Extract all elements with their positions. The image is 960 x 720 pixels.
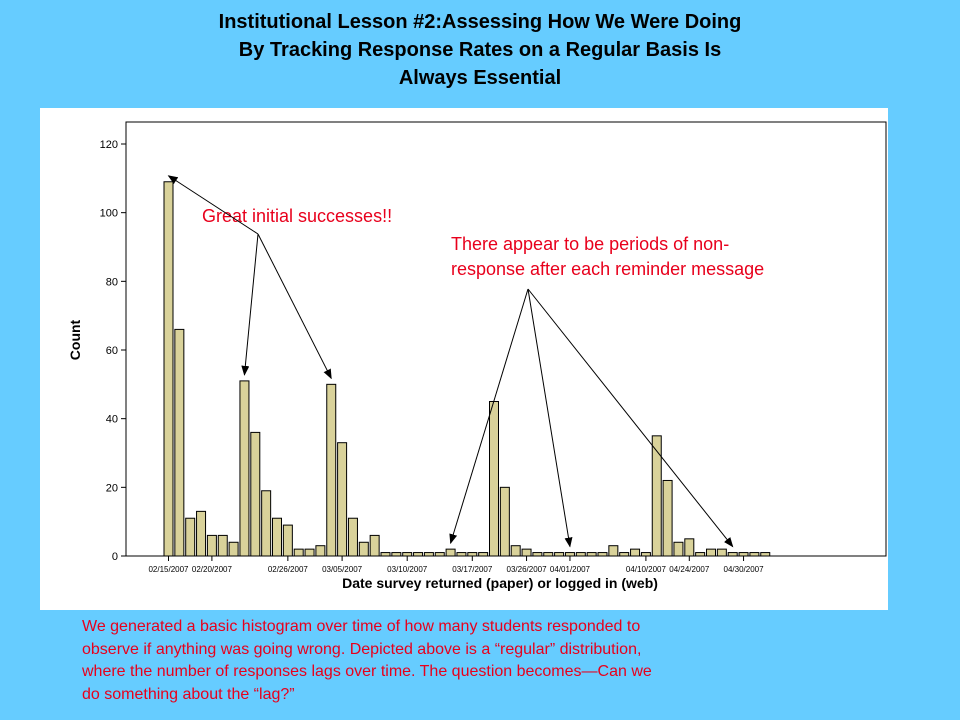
histogram-bar	[510, 545, 521, 557]
histogram-bar	[695, 552, 706, 557]
histogram-bar	[489, 401, 499, 557]
caption-line-4: do something about the “lag?”	[82, 685, 295, 703]
x-tick-label: 03/05/2007	[322, 565, 363, 574]
x-tick-label: 02/26/2007	[268, 565, 309, 574]
x-tick-label: 04/30/2007	[724, 565, 765, 574]
annotation-text: There appear to be periods of non-	[451, 234, 729, 254]
histogram-bar	[185, 517, 196, 557]
caption-line-1: We generated a basic histogram over time…	[82, 618, 641, 635]
histogram-bar	[337, 442, 348, 557]
histogram-bar	[716, 548, 727, 557]
title-line-1: Institutional Lesson #2:Assessing How We…	[218, 11, 742, 33]
histogram-bar	[228, 541, 239, 557]
histogram-bar	[597, 552, 608, 557]
histogram-bar	[727, 552, 738, 557]
y-tick-label: 80	[106, 276, 118, 288]
x-axis-label: Date survey returned (paper) or logged i…	[342, 575, 658, 591]
histogram-bar	[554, 552, 565, 557]
y-tick-label: 40	[106, 414, 118, 426]
histogram-bar	[217, 534, 228, 557]
y-tick-label: 20	[106, 482, 118, 494]
caption-line-3: where the number of responses lags over …	[82, 663, 652, 680]
histogram-bar	[391, 552, 402, 557]
histogram-bar	[402, 552, 413, 557]
histogram-bar	[261, 490, 272, 557]
histogram-bar	[434, 552, 445, 557]
x-tick-label: 04/24/2007	[669, 565, 710, 574]
y-tick-label: 120	[100, 139, 118, 151]
histogram-bar	[445, 548, 456, 557]
histogram-bar	[196, 510, 207, 557]
histogram-bar	[619, 552, 630, 557]
histogram-bar	[543, 552, 554, 557]
x-tick-label: 02/20/2007	[192, 565, 233, 574]
histogram-bar	[206, 534, 217, 557]
chart-panel: 0 20 40 60 80 100 120 Count 02/15/2007 02/20/2007…	[40, 108, 888, 610]
title-line-2: By Tracking Response Rates on a Regular …	[238, 39, 722, 61]
y-tick-label: 100	[100, 208, 118, 220]
histogram-bar	[272, 517, 282, 557]
annotation-arrow	[527, 288, 573, 548]
annotation-arrow	[257, 233, 332, 380]
histogram-bar	[478, 552, 489, 557]
annotation-text: Great initial successes!!	[202, 206, 392, 226]
x-tick-label: 03/26/2007	[507, 565, 548, 574]
histogram-bar	[250, 431, 261, 557]
y-tick-label: 60	[106, 345, 118, 357]
histogram-bar	[521, 548, 532, 557]
x-tick-label: 04/10/2007	[626, 565, 667, 574]
y-axis-label: Count	[67, 319, 83, 360]
histogram-bar	[304, 548, 315, 557]
annotation-arrow	[167, 175, 259, 235]
histogram-bar	[380, 552, 391, 557]
histogram-bar	[760, 552, 771, 557]
histogram-bar	[413, 552, 424, 557]
title-line-3: Always Essential	[398, 67, 562, 89]
histogram-bar	[608, 545, 619, 557]
x-tick-label: 04/01/2007	[550, 565, 591, 574]
histogram-bar	[684, 538, 695, 557]
slide-caption: We generated a basic histogram over time…	[82, 616, 882, 706]
histogram-bar	[467, 552, 478, 557]
histogram-bar	[174, 328, 185, 557]
histogram-bar	[369, 534, 380, 557]
x-tick-label: 03/17/2007	[452, 565, 493, 574]
caption-line-2: observe if anything was going wrong. Dep…	[82, 640, 642, 658]
histogram-bar	[347, 517, 358, 557]
x-tick-label: 02/15/2007	[148, 565, 189, 574]
histogram-bar	[163, 181, 174, 557]
histogram-bar	[640, 552, 651, 557]
annotation-arrow	[527, 288, 734, 548]
histogram-bar	[423, 552, 434, 557]
histogram-bar	[326, 383, 337, 557]
histogram-bar	[239, 380, 250, 557]
histogram-bar	[282, 524, 293, 557]
x-tick-label: 03/10/2007	[387, 565, 428, 574]
histogram-bar	[315, 545, 326, 557]
histogram-bar	[293, 548, 304, 557]
histogram-bar	[662, 479, 673, 557]
histogram-bar	[651, 435, 662, 557]
annotation-arrow	[449, 288, 529, 545]
histogram-bar	[358, 541, 369, 557]
annotation-text: response after each reminder message	[451, 259, 764, 279]
histogram-bar	[630, 548, 641, 557]
histogram-bar	[456, 552, 467, 557]
response-histogram: 0 20 40 60 80 100 120 Count 02/15/2007 02/20/2007…	[67, 121, 887, 591]
y-tick-label: 0	[112, 551, 118, 563]
histogram-bar	[499, 486, 510, 557]
histogram-bar	[706, 548, 716, 557]
histogram-bar	[564, 552, 575, 557]
annotation-arrow	[241, 233, 259, 376]
slide-title: Institutional Lesson #2:Assessing How We…	[0, 8, 960, 92]
histogram-bar	[749, 552, 760, 557]
histogram-bar	[738, 552, 749, 557]
histogram-bar	[586, 552, 597, 557]
histogram-bar	[673, 541, 684, 557]
histogram-bar	[575, 552, 586, 557]
histogram-bar	[532, 552, 543, 557]
